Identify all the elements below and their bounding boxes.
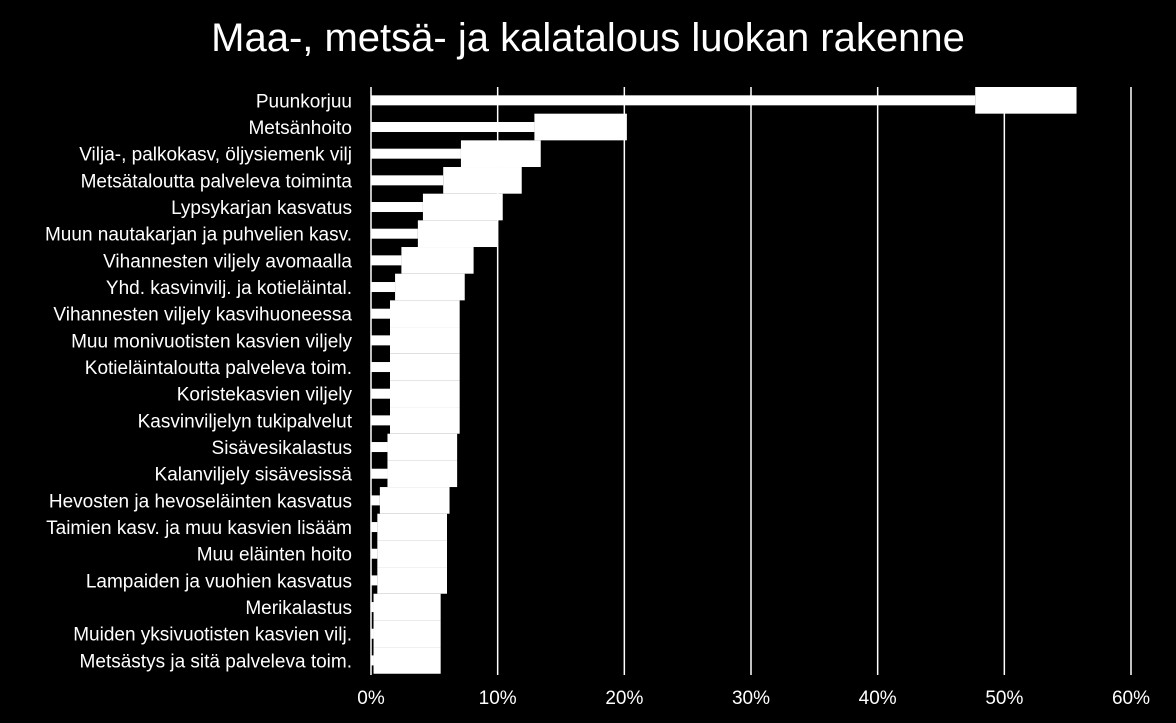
bar-series-1 [371,442,388,453]
bar-series-2 [373,647,441,674]
bar-series-2 [401,247,474,274]
x-tick-label: 60% [1112,688,1150,709]
category-label: Lampaiden ja vuohien kasvatus [86,571,352,592]
category-label: Kasvinviljelyn tukipalvelut [138,411,353,432]
bar-series-2 [975,87,1077,114]
bar-series-2 [534,113,627,141]
bar-series-2 [422,193,503,221]
category-label: Sisävesikalastus [212,438,352,459]
category-label: Merikalastus [245,598,352,619]
bar-series-1 [371,415,390,426]
category-label: Kotieläintaloutta palveleva toim. [85,358,352,379]
bar-series-1 [371,628,374,639]
x-tick-label: 40% [859,688,897,709]
bar-series-1 [371,468,388,479]
bar-series-1 [371,228,418,239]
bar-series-1 [371,95,976,106]
bar-series-2 [387,433,458,461]
bar-series-2 [390,407,460,434]
category-label: Hevosten ja hevoseläinten kasvatus [49,491,352,512]
bar-series-1 [371,282,396,293]
bar-series-1 [371,308,390,319]
bar-series-2 [390,380,460,408]
category-label: Taimien kasv. ja muu kasvien lisääm [46,518,352,539]
bar-series-2 [460,140,541,168]
x-tick-label: 30% [732,688,770,709]
chart-title: Maa-, metsä- ja kalatalous luokan rakenn… [211,16,965,60]
bar-series-2 [377,540,447,568]
x-tick-label: 50% [985,688,1023,709]
bar-series-1 [371,175,444,186]
category-label: Muiden yksivuotisten kasvien vilj. [73,625,352,646]
bar-series-1 [371,575,378,586]
category-label: Vilja-, palkokasv, öljysiemenk vilj [79,145,352,166]
category-label: Muun nautakarjan ja puhvelien kasv. [45,225,352,246]
bar-series-2 [373,593,441,621]
bar-series-2 [377,513,447,541]
x-tick-label: 20% [605,688,643,709]
category-label: Metsästys ja sitä palveleva toim. [80,651,352,672]
bar-series-2 [417,220,498,248]
bar-series-1 [371,548,378,559]
bar-series-2 [390,353,460,381]
bar-series-1 [371,522,378,533]
bar-series-1 [371,655,374,666]
category-label: Metsänhoito [248,118,352,139]
bar-series-2 [395,273,465,301]
bar-series-1 [371,495,380,506]
bar-series-2 [390,300,460,328]
category-label: Vihannesten viljely avomaalla [103,251,352,272]
bar-series-1 [371,388,390,399]
category-label: Puunkorjuu [256,91,352,112]
bar-series-1 [371,122,535,133]
category-label: Koristekasvien viljely [177,385,353,406]
x-tick-label: 0% [357,688,385,709]
bar-series-2 [377,567,447,594]
bar-series-2 [373,620,441,648]
bar-series-1 [371,255,402,266]
category-label: Muu monivuotisten kasvien viljely [71,331,352,352]
category-label: Lypsykarjan kasvatus [171,198,352,219]
bar-series-1 [371,202,423,213]
category-label: Kalanviljely sisävesissä [155,465,353,486]
bar-series-2 [387,460,458,488]
category-label: Yhd. kasvinvilj. ja kotieläintal. [106,278,352,299]
bar-series-1 [371,335,390,346]
bar-series-2 [390,327,460,354]
category-label: Vihannesten viljely kasvihuoneessa [53,305,352,326]
bar-series-2 [443,167,522,194]
bar-series-2 [379,487,450,514]
category-label: Muu eläinten hoito [197,545,352,566]
bar-series-1 [371,148,461,159]
x-tick-label: 10% [479,688,517,709]
category-label: Metsätaloutta palveleva toiminta [81,171,353,192]
bar-series-1 [371,362,390,373]
bar-series-1 [371,602,374,613]
